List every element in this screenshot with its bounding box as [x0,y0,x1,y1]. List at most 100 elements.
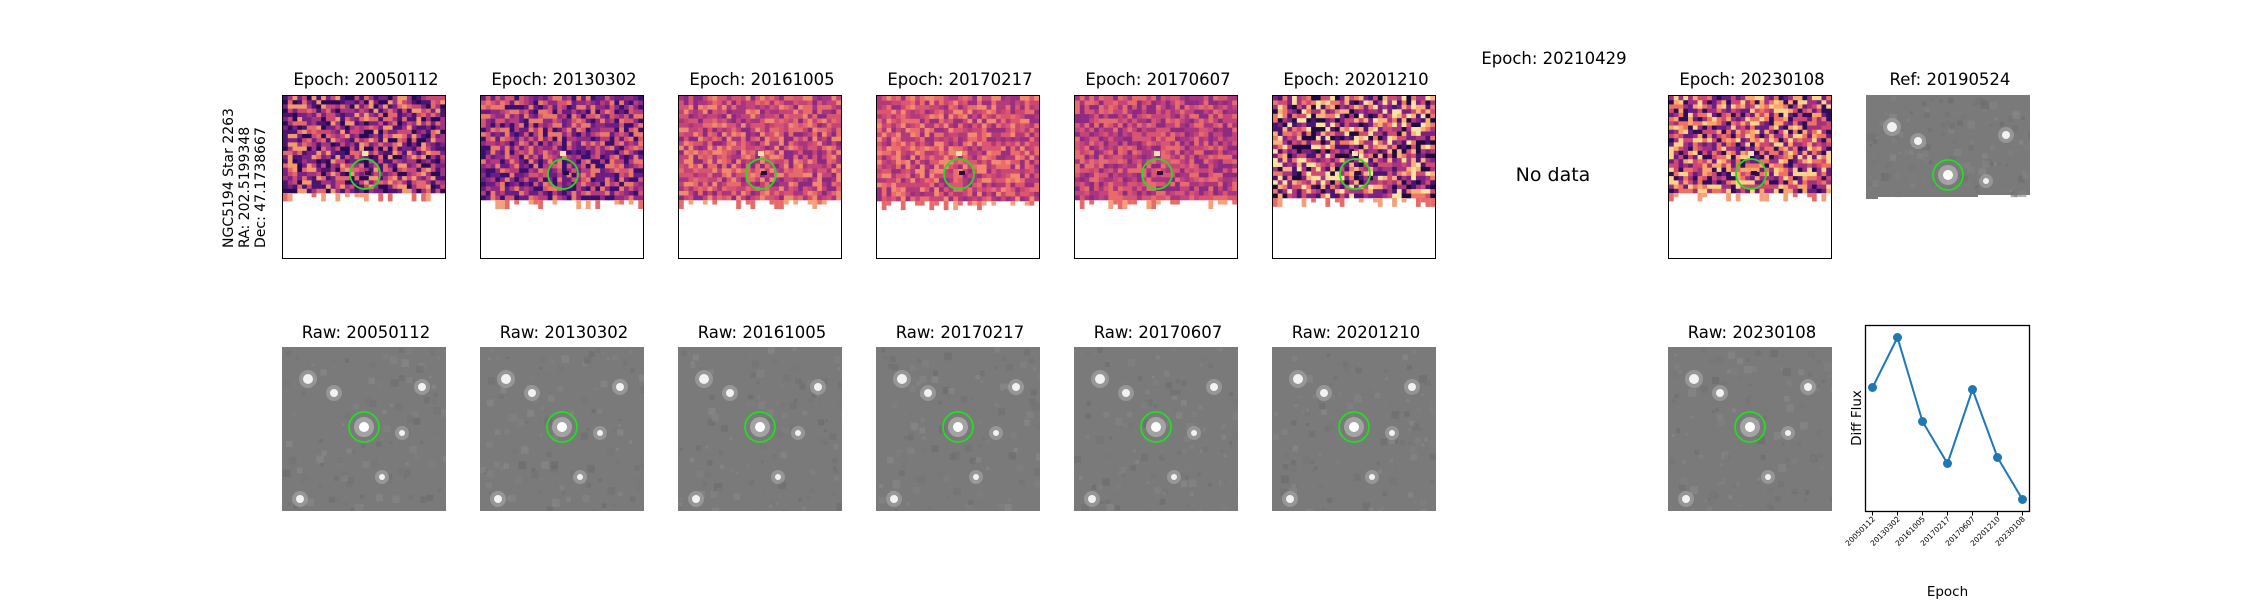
source-hotspot [362,151,368,156]
raw-title-5: Raw: 20170607 [1093,323,1223,342]
target-star [1349,422,1359,432]
star [1191,430,1197,436]
target-star [1943,170,1953,180]
source-hotspot-dark [1355,171,1361,175]
star [418,383,426,391]
lc-xlabel: Epoch [1927,584,1968,600]
star [1210,383,1218,391]
star [726,389,734,397]
raw-panel-6 [1272,347,1440,517]
star [993,430,999,436]
light-curve-chart: 2005011220130302201610052017021720170607… [1844,324,2031,600]
diff-title-5: Epoch: 20170607 [1085,70,1231,89]
star [1914,137,1922,145]
source-hotspot [1154,151,1160,156]
star [1286,495,1294,503]
star [616,383,624,391]
target-star [755,422,765,432]
target-circle [1735,158,1767,190]
star [379,474,385,480]
target-circle [1338,411,1370,443]
diff-panel-8 [1668,95,1832,259]
raw-panel-1 [282,347,450,517]
diff-title-8: Epoch: 20230108 [1679,70,1825,89]
star [897,374,907,384]
star [692,495,700,503]
star [1122,389,1130,397]
diff-pixels [283,96,446,202]
source-hotspot-dark [1157,171,1163,175]
lc-point [1918,417,1927,426]
star [1171,474,1177,480]
source-hotspot [1748,151,1754,156]
lc-point [1993,453,2002,462]
star [1983,178,1989,184]
star [399,430,405,436]
lc-axes-frame [1864,324,2031,513]
source-hotspot-dark [365,171,371,175]
diff-pixels [481,96,644,210]
diff-panel-3 [678,95,842,259]
star [814,383,822,391]
raw-title-1: Raw: 20050112 [301,323,431,342]
star [494,495,502,503]
lc-point [1893,333,1902,342]
raw-title-4: Raw: 20170217 [895,323,1025,342]
star [330,389,338,397]
raw-title-6: Raw: 20201210 [1291,323,1421,342]
target-star [953,422,963,432]
star-ra: RA: 202.5199348 [237,126,253,248]
target-circle [1932,159,1964,191]
star [577,474,583,480]
target-circle [943,158,975,190]
star [1293,374,1303,384]
raw-title-2: Raw: 20130302 [499,323,629,342]
raw-title-7: Raw: 20230108 [1687,323,1817,342]
lc-x-ticks: 2005011220130302201610052017021720170607… [1844,511,2027,548]
star [1682,495,1690,503]
star [973,474,979,480]
star [1369,474,1375,480]
target-circle [745,158,777,190]
diff-pixels [1075,96,1238,210]
star [303,374,313,384]
star [1804,383,1812,391]
lc-point [1943,459,1952,468]
lc-point [1968,385,1977,394]
lc-point [1868,383,1877,392]
star [924,389,932,397]
diff-panel-2 [480,95,644,259]
diff-pixels [679,96,842,210]
target-circle [546,411,578,443]
target-circle [1734,411,1766,443]
target-circle [349,158,381,190]
raw-panel-3 [678,347,848,517]
star-info-label: NGC5194 Star 2263 RA: 202.5199348 Dec: 4… [221,108,269,258]
star [1408,383,1416,391]
source-hotspot [956,151,962,156]
star [1012,383,1020,391]
diff-title-3: Epoch: 20161005 [689,70,835,89]
diff-panel-5 [1074,95,1238,259]
target-circle [744,411,776,443]
diff-panel-4 [876,95,1040,259]
star-name: NGC5194 Star 2263 [221,108,237,248]
star [795,430,801,436]
star [528,389,536,397]
target-circle [348,411,380,443]
source-hotspot-dark [761,171,767,175]
target-star [1151,422,1161,432]
source-hotspot-dark [959,171,965,175]
target-star [1745,422,1755,432]
star [1689,374,1699,384]
diff-title-1: Epoch: 20050112 [293,70,439,89]
star [1887,122,1897,132]
lc-ylabel: Diff Flux [1849,390,1865,446]
target-circle [1141,158,1173,190]
target-circle [942,411,974,443]
star [2002,131,2010,139]
lc-point [2018,495,2027,504]
target-star [557,422,567,432]
diff-pixels [1273,96,1436,207]
star [1389,430,1395,436]
